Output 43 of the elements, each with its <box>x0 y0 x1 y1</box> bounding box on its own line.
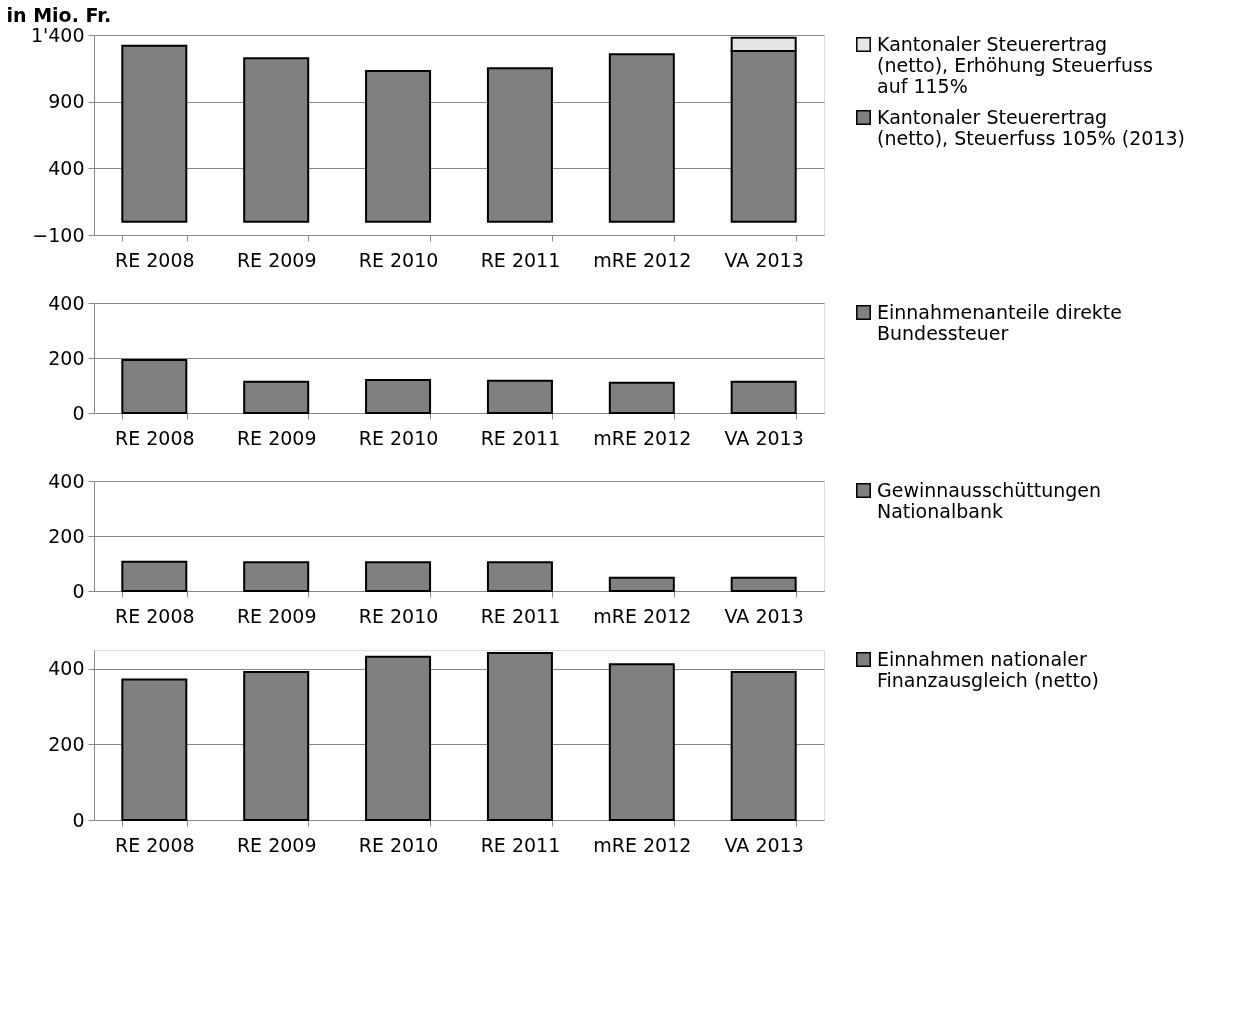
x-tick-label: RE 2010 <box>358 833 439 856</box>
legend-label: Gewinnausschüttungen Nationalbank <box>877 478 1102 522</box>
x-tick-label: RE 2011 <box>480 426 561 449</box>
y-tick-label: 900 <box>48 90 85 113</box>
x-tick-label: VA 2013 <box>724 248 804 271</box>
x-tick-label: RE 2011 <box>480 248 561 271</box>
y-tick-label: 400 <box>48 291 85 314</box>
text: Einnahmenanteile direkte Bundessteuer <box>877 300 1122 344</box>
legend-label: Kantonaler Steuerertrag (netto), Steuerfuss 105% (2013) <box>877 105 1186 149</box>
x-tick-label: RE 2010 <box>358 604 439 627</box>
y-tick-label: 400 <box>48 469 85 492</box>
y-tick-label: 400 <box>48 657 85 680</box>
y-tick-label: 1'400 <box>30 23 85 46</box>
x-tick-label: RE 2010 <box>358 426 439 449</box>
y-tick-label: 0 <box>72 401 85 424</box>
x-tick-label: RE 2010 <box>358 248 439 271</box>
x-tick-label: mRE 2012 <box>593 833 692 856</box>
x-tick-label: RE 2011 <box>480 833 561 856</box>
x-tick-label: mRE 2012 <box>593 426 692 449</box>
y-tick-label: 200 <box>48 346 85 369</box>
x-tick-label: RE 2009 <box>236 426 317 449</box>
y-tick-label: −100 <box>32 223 85 246</box>
x-tick-label: RE 2011 <box>480 604 561 627</box>
y-tick-label: 200 <box>48 732 85 755</box>
x-tick-label: RE 2008 <box>115 248 195 271</box>
x-tick-label: RE 2008 <box>115 604 195 627</box>
x-tick-label: VA 2013 <box>724 426 804 449</box>
x-tick-label: RE 2009 <box>236 604 317 627</box>
x-tick-label: RE 2009 <box>236 248 317 271</box>
x-tick-label: mRE 2012 <box>593 604 692 627</box>
x-tick-label: RE 2008 <box>115 833 195 856</box>
y-tick-label: 200 <box>48 524 85 547</box>
x-tick-label: VA 2013 <box>724 833 804 856</box>
x-tick-label: mRE 2012 <box>593 248 692 271</box>
y-tick-label: 400 <box>48 156 85 179</box>
text: Einnahmen nationaler Finanzausgleich (netto) <box>877 647 1100 691</box>
y-tick-label: 0 <box>72 579 85 602</box>
x-tick-label: RE 2008 <box>115 426 195 449</box>
legend-label: Kantonaler Steuerertrag (netto), Erhöhung Steuerfuss auf 115% <box>877 32 1153 97</box>
y-tick-label: 0 <box>72 808 85 831</box>
y-axis-title: in Mio. Fr. <box>6 3 112 26</box>
x-tick-label: VA 2013 <box>724 604 804 627</box>
x-tick-label: RE 2009 <box>236 833 317 856</box>
